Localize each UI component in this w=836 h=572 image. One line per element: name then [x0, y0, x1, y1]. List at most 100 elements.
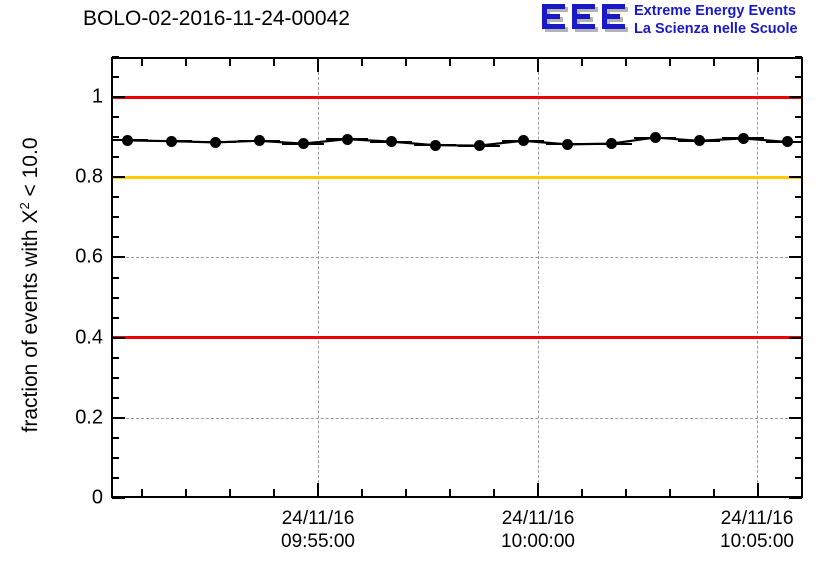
- y-tick-minor: [795, 136, 802, 139]
- gridline-vertical: [318, 57, 319, 498]
- data-point-marker: [385, 136, 397, 148]
- y-tick-major: [112, 256, 125, 259]
- y-tick-major: [789, 96, 802, 99]
- x-tick-minor: [185, 489, 187, 497]
- reference-line-warning-limit: [111, 175, 803, 179]
- x-tick-minor: [625, 489, 627, 497]
- x-tick-label-time: 10:05:00: [720, 531, 794, 552]
- x-tick-minor: [185, 58, 187, 66]
- x-tick-minor: [229, 58, 231, 66]
- y-tick-minor: [112, 216, 119, 219]
- y-axis-title: fraction of events with X2 < 10.0: [17, 59, 43, 511]
- data-point-marker: [297, 138, 309, 150]
- x-tick-major: [757, 58, 759, 72]
- x-tick-label-date: 24/11/16: [501, 508, 575, 529]
- x-tick-minor: [713, 489, 715, 497]
- y-tick-minor: [795, 216, 802, 219]
- data-point-marker: [561, 138, 573, 150]
- y-tick-minor: [795, 116, 802, 119]
- page-title: BOLO-02-2016-11-24-00042: [83, 7, 350, 30]
- x-tick-minor: [801, 58, 803, 66]
- data-point-marker: [649, 132, 661, 144]
- y-tick-minor: [112, 376, 119, 379]
- x-tick-minor: [405, 58, 407, 66]
- y-tick-minor: [112, 276, 119, 279]
- y-tick-major: [789, 416, 802, 419]
- y-tick-minor: [795, 316, 802, 319]
- y-tick-minor: [795, 376, 802, 379]
- x-tick-minor: [141, 58, 143, 66]
- data-point-marker: [473, 140, 485, 152]
- y-tick-minor: [112, 236, 119, 239]
- x-tick-minor: [449, 489, 451, 497]
- y-tick-minor: [112, 136, 119, 139]
- y-tick-minor: [112, 116, 119, 119]
- reference-line-upper-limit: [111, 95, 803, 99]
- x-tick-major: [317, 483, 319, 497]
- y-tick-minor: [112, 296, 119, 299]
- eee-logo-icon: [542, 4, 628, 32]
- x-tick-minor: [405, 489, 407, 497]
- data-point-marker: [517, 135, 529, 147]
- x-tick-minor: [229, 489, 231, 497]
- x-tick-minor: [625, 58, 627, 66]
- reference-line-lower-limit: [111, 336, 803, 340]
- y-tick-major: [112, 416, 125, 419]
- y-tick-minor: [112, 476, 119, 479]
- y-tick-minor: [112, 156, 119, 159]
- x-tick-major: [757, 483, 759, 497]
- y-tick-minor: [112, 76, 119, 79]
- y-tick-minor: [795, 476, 802, 479]
- x-tick-minor: [581, 58, 583, 66]
- data-point-marker: [737, 132, 749, 144]
- y-tick-minor: [795, 296, 802, 299]
- y-tick-minor: [795, 196, 802, 199]
- gridline-horizontal: [111, 417, 803, 419]
- x-tick-minor: [273, 58, 275, 66]
- y-tick-minor: [112, 396, 119, 399]
- y-tick-minor: [795, 456, 802, 459]
- y-tick-minor: [795, 156, 802, 159]
- x-tick-major: [317, 58, 319, 72]
- y-tick-label: 0.4: [75, 326, 103, 349]
- gridline-horizontal: [111, 257, 803, 259]
- y-tick-minor: [112, 356, 119, 359]
- x-tick-minor: [801, 489, 803, 497]
- gridline-vertical: [757, 57, 758, 498]
- y-tick-minor: [795, 76, 802, 79]
- series-polyline: [126, 136, 788, 147]
- y-tick-label: 0.8: [75, 165, 103, 188]
- x-tick-minor: [581, 489, 583, 497]
- x-tick-minor: [449, 58, 451, 66]
- x-tick-label: 24/11/16 10:00:00: [458, 507, 618, 553]
- y-tick-minor: [795, 396, 802, 399]
- y-tick-minor: [112, 316, 119, 319]
- x-tick-label: 24/11/16 09:55:00: [238, 507, 398, 553]
- y-tick-major: [112, 336, 125, 339]
- y-tick-label: 0.6: [75, 245, 103, 268]
- eee-logo-line1: Extreme Energy Events: [634, 3, 796, 19]
- gridline-vertical: [538, 57, 539, 498]
- y-tick-major: [112, 96, 125, 99]
- y-tick-major: [789, 176, 802, 179]
- y-tick-minor: [795, 236, 802, 239]
- y-tick-label: 1: [91, 85, 103, 108]
- y-tick-major: [112, 176, 125, 179]
- data-point-marker: [209, 136, 221, 148]
- y-tick-major: [112, 497, 125, 499]
- y-tick-minor: [112, 436, 119, 439]
- y-tick-minor: [112, 456, 119, 459]
- x-tick-label-time: 09:55:00: [281, 531, 355, 552]
- data-point-marker: [121, 134, 133, 146]
- data-point-marker: [429, 139, 441, 151]
- y-tick-minor: [795, 436, 802, 439]
- y-tick-minor: [795, 56, 802, 58]
- x-tick-minor: [361, 58, 363, 66]
- eee-logo-line2: La Scienza nelle Scuole: [634, 20, 798, 37]
- y-tick-minor: [795, 276, 802, 279]
- data-point-marker: [253, 135, 265, 147]
- y-tick-minor: [112, 56, 119, 58]
- x-tick-major: [537, 58, 539, 72]
- x-tick-major: [537, 483, 539, 497]
